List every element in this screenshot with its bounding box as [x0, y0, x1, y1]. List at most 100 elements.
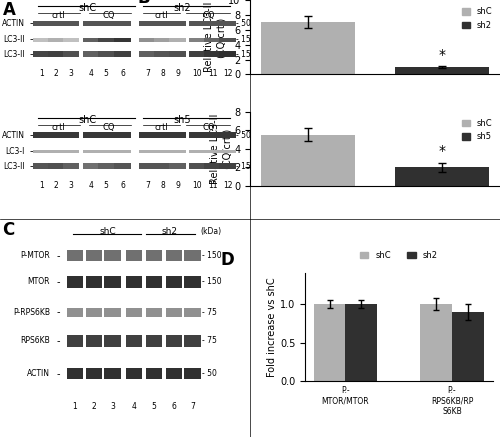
Bar: [140, 132, 156, 138]
Text: CQ: CQ: [102, 122, 115, 132]
Text: - 150: - 150: [202, 251, 222, 260]
Bar: [98, 150, 114, 153]
Bar: [33, 38, 50, 42]
Text: sh2: sh2: [162, 227, 178, 236]
Bar: [86, 368, 102, 379]
Bar: [166, 335, 182, 347]
Text: -: -: [57, 369, 60, 378]
Text: -: -: [30, 49, 33, 59]
Bar: [83, 163, 100, 169]
Text: CQ: CQ: [202, 10, 215, 20]
Text: 5: 5: [152, 402, 156, 411]
Bar: [204, 38, 220, 42]
Bar: [48, 150, 64, 153]
Bar: [170, 132, 186, 138]
Text: LC3-II: LC3-II: [4, 162, 25, 171]
Text: 8: 8: [160, 69, 165, 78]
Text: - 50: - 50: [236, 131, 251, 140]
Bar: [83, 52, 100, 57]
Bar: [190, 150, 206, 153]
Text: - 15: - 15: [236, 35, 251, 44]
Bar: [63, 163, 80, 169]
Bar: [140, 163, 156, 169]
Bar: [166, 368, 182, 379]
Text: crtl: crtl: [154, 10, 168, 20]
Bar: [67, 250, 83, 261]
Bar: [63, 21, 80, 26]
Bar: [83, 21, 100, 26]
Text: (kDa): (kDa): [200, 227, 221, 236]
Bar: [104, 250, 120, 261]
Text: 2: 2: [92, 402, 96, 411]
Text: 9: 9: [175, 181, 180, 190]
Bar: [114, 38, 130, 42]
Text: - 75: - 75: [202, 308, 218, 317]
Bar: [83, 132, 100, 138]
Text: crtl: crtl: [52, 10, 66, 20]
Text: - 150: - 150: [202, 277, 222, 286]
Bar: [48, 52, 64, 57]
Bar: [48, 163, 64, 169]
Text: A: A: [2, 1, 16, 19]
Text: -: -: [30, 146, 33, 156]
Bar: [67, 308, 83, 317]
Bar: [204, 52, 220, 57]
Text: 1: 1: [39, 69, 44, 78]
Text: 8: 8: [160, 181, 165, 190]
Text: 9: 9: [175, 69, 180, 78]
Text: - 50: - 50: [236, 19, 251, 28]
Bar: [114, 132, 130, 138]
Bar: [220, 163, 236, 169]
Bar: [154, 150, 170, 153]
Text: - 15: - 15: [236, 50, 251, 59]
Text: P-MTOR: P-MTOR: [20, 251, 50, 260]
Text: 1: 1: [39, 181, 44, 190]
Bar: [146, 276, 162, 288]
Bar: [140, 52, 156, 57]
Bar: [126, 308, 142, 317]
Text: 2: 2: [54, 181, 58, 190]
Text: 6: 6: [120, 181, 125, 190]
Bar: [114, 150, 130, 153]
Bar: [86, 276, 102, 288]
Text: CQ: CQ: [102, 10, 115, 20]
Bar: [104, 335, 120, 347]
Text: -: -: [30, 18, 33, 28]
Text: LC3-II: LC3-II: [4, 50, 25, 59]
Bar: [190, 132, 206, 138]
Text: 2: 2: [54, 69, 58, 78]
Text: *: *: [438, 144, 446, 158]
Bar: [204, 132, 220, 138]
Bar: [83, 150, 100, 153]
Text: shC: shC: [78, 3, 96, 13]
Bar: [33, 21, 50, 26]
Y-axis label: Relative LC3-II
(CQ/crtl): Relative LC3-II (CQ/crtl): [204, 2, 225, 73]
Text: 3: 3: [69, 69, 73, 78]
Bar: [420, 304, 452, 381]
Text: LC3-I: LC3-I: [6, 147, 25, 156]
Text: - 50: - 50: [202, 369, 218, 378]
Bar: [170, 150, 186, 153]
Bar: [166, 308, 182, 317]
Bar: [67, 276, 83, 288]
Bar: [63, 52, 80, 57]
Bar: [83, 38, 100, 42]
Text: 5: 5: [104, 181, 108, 190]
Text: -: -: [57, 308, 60, 317]
Text: CQ: CQ: [202, 122, 215, 132]
Text: 10: 10: [192, 69, 202, 78]
Text: 11: 11: [208, 181, 217, 190]
Bar: [166, 250, 182, 261]
Legend: shC, sh5: shC, sh5: [458, 116, 496, 145]
Bar: [98, 38, 114, 42]
Text: -: -: [30, 130, 33, 140]
Text: 6: 6: [172, 402, 176, 411]
Bar: [190, 38, 206, 42]
Text: B: B: [138, 0, 150, 7]
Text: crtl: crtl: [154, 122, 168, 132]
Text: MTOR: MTOR: [28, 277, 50, 286]
Text: 7: 7: [145, 69, 150, 78]
Bar: [48, 38, 64, 42]
Bar: [184, 335, 200, 347]
Text: 7: 7: [190, 402, 195, 411]
